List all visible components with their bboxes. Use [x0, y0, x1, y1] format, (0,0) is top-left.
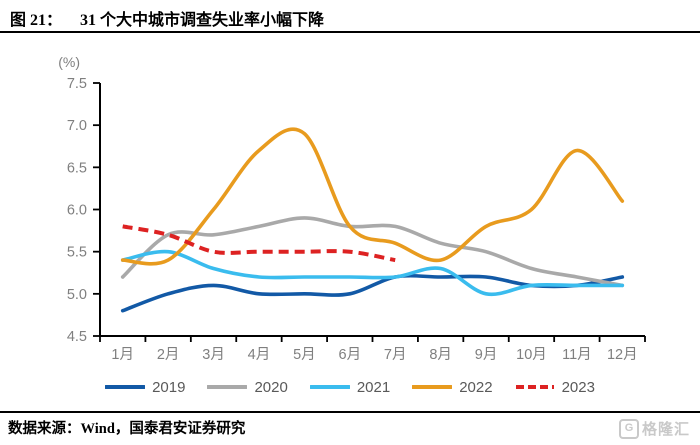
footer-divider	[0, 411, 700, 413]
x-tick-label: 10月	[516, 347, 547, 363]
gelonghui-logo: G 格隆汇	[618, 418, 690, 439]
data-source: 数据来源：Wind，国泰君安证券研究	[8, 421, 246, 437]
series-line-2020	[120, 216, 625, 288]
figure-title-row: 图 21： 31 个大中城市调查失业率小幅下降	[10, 6, 690, 30]
legend-item-2019: 2019	[105, 379, 185, 396]
footer: 数据来源：Wind，国泰君安证券研究 G 格隆汇	[8, 417, 692, 443]
x-tick-label: 3月	[202, 347, 225, 363]
unemployment-line-chart: (%) 4.5 5.0 5.5 6.0 6.5 7.0 7.5 1月 2月 3月 4月 5月 6月 7月 8月…	[0, 45, 700, 375]
y-tick-label: 4.5	[67, 329, 87, 345]
legend-label-2020: 2020	[254, 378, 288, 396]
y-tick-label: 5.0	[67, 287, 87, 303]
legend-item-2023: 2023	[515, 379, 595, 396]
x-tick-label: 7月	[384, 347, 407, 363]
legend-item-2022: 2022	[412, 378, 493, 396]
series-line-2019	[120, 273, 625, 313]
x-tick-label: 9月	[475, 347, 498, 363]
legend-swatch-2020	[207, 385, 248, 389]
series-line-2022	[120, 127, 625, 266]
page-title: 31 个大中城市调查失业率小幅下降	[80, 12, 325, 29]
legend-swatch-2019	[105, 385, 146, 389]
x-tick-label: 6月	[339, 347, 362, 363]
x-tick-label: 2月	[157, 347, 180, 363]
legend-label-2023: 2023	[561, 378, 595, 396]
legend-swatch-2022	[412, 385, 453, 389]
y-tick-label: 5.5	[67, 245, 87, 261]
legend-label-2022: 2022	[459, 378, 493, 396]
series-line-2023	[122, 224, 396, 263]
x-tick-label: 11月	[562, 347, 592, 363]
legend-label-2021: 2021	[356, 378, 391, 396]
chart-legend: 2019 2020 2021 2022 2023	[0, 374, 700, 400]
y-tick-label: 7.0	[67, 118, 87, 134]
y-tick-label: 7.5	[67, 76, 87, 92]
legend-swatch-2021	[309, 385, 350, 389]
legend-item-2020: 2020	[207, 378, 288, 396]
y-axis-unit-label: (%)	[58, 54, 80, 70]
y-tick-label: 6.5	[67, 160, 87, 176]
x-tick-label: 1月	[111, 347, 134, 363]
figure-number-label: 图 21：	[10, 12, 63, 29]
legend-item-2021: 2021	[309, 378, 391, 396]
series-line-2021	[120, 249, 625, 297]
title-divider	[0, 31, 700, 33]
x-tick-label: 8月	[429, 347, 452, 363]
legend-swatch-2023	[515, 385, 554, 389]
chart-canvas: (%) 4.5 5.0 5.5 6.0 6.5 7.0 7.5 1月 2月 3月 4月 5月 6月 7月 8月…	[58, 54, 646, 363]
legend-label-2019: 2019	[152, 378, 186, 396]
x-tick-label: 4月	[248, 347, 271, 363]
gelonghui-logo-text: 格隆汇	[641, 421, 690, 438]
x-tick-label: 5月	[293, 347, 316, 363]
gelonghui-g-icon: G	[618, 418, 639, 439]
y-tick-label: 6.0	[67, 203, 87, 219]
x-tick-label: 12月	[607, 347, 638, 363]
